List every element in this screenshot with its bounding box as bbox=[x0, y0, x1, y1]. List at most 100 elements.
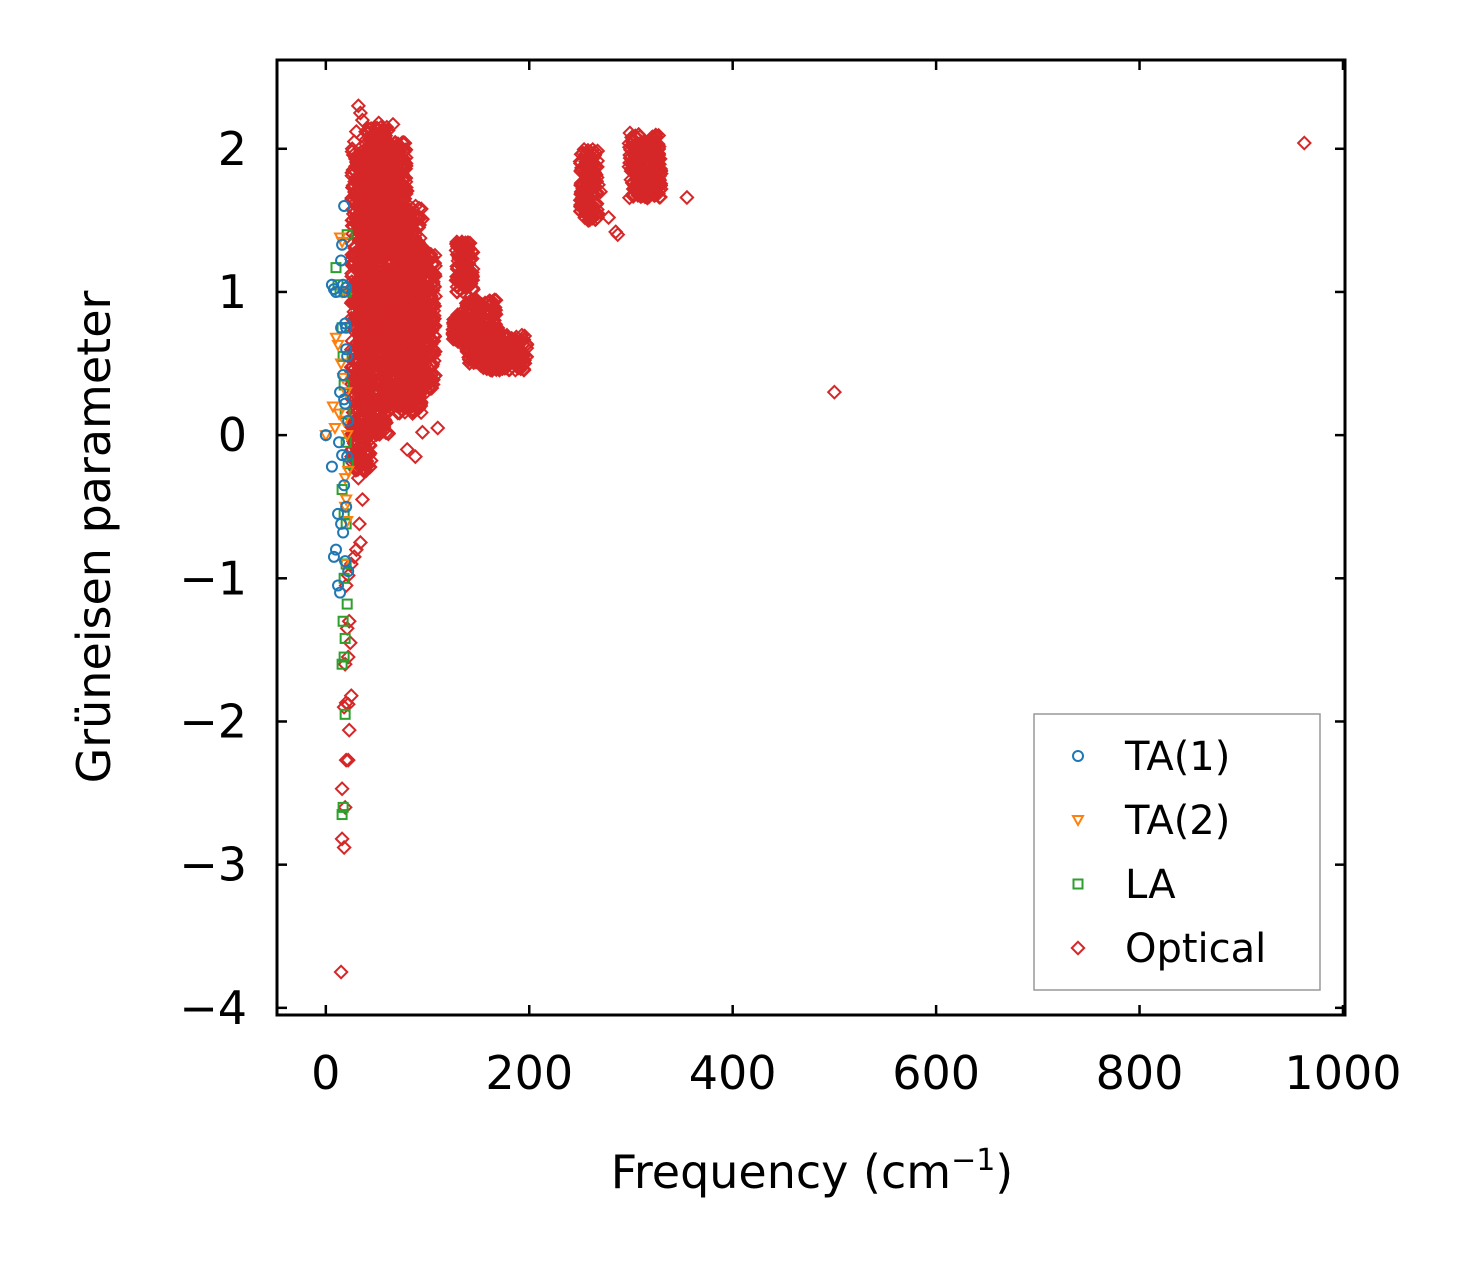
optical-cluster-point bbox=[359, 199, 375, 215]
optical-cluster-point bbox=[391, 338, 408, 355]
optical-cluster-point bbox=[402, 347, 418, 363]
optical-cluster-point bbox=[378, 302, 394, 318]
ticks-layer: 0 200 400 600 800 1000 −4 −3 −2 −1 0 1 2 bbox=[179, 60, 1402, 1100]
data-point-optical bbox=[337, 799, 353, 816]
data-point-optical bbox=[340, 752, 356, 768]
optical-cluster-point bbox=[358, 306, 374, 322]
data-point-ta1 bbox=[334, 586, 347, 599]
optical-cluster-point bbox=[448, 236, 465, 252]
data-point-ta2 bbox=[331, 339, 345, 352]
data-point-ta1 bbox=[338, 479, 351, 492]
data-point-optical bbox=[826, 384, 843, 400]
optical-cluster-point bbox=[411, 318, 427, 334]
data-point-optical bbox=[334, 831, 350, 847]
optical-cluster-point bbox=[379, 222, 396, 239]
optical-cluster-point bbox=[377, 153, 393, 169]
optical-cluster-point bbox=[581, 203, 597, 219]
optical-cluster-point bbox=[498, 329, 514, 345]
data-point-ta2 bbox=[326, 401, 340, 414]
optical-cluster-point bbox=[343, 360, 360, 376]
optical-cluster-point bbox=[400, 229, 416, 245]
optical-cluster-point bbox=[510, 358, 526, 374]
optical-cluster-point bbox=[374, 316, 391, 332]
optical-cluster-point bbox=[426, 327, 442, 343]
optical-cluster-point bbox=[652, 178, 669, 194]
x-tick-label: 1000 bbox=[1284, 1046, 1401, 1100]
data-point-optical bbox=[414, 424, 431, 440]
legend-marker bbox=[1072, 750, 1084, 762]
x-tick-label: 400 bbox=[689, 1046, 777, 1100]
optical-cluster-point bbox=[653, 176, 669, 192]
data-point-ta1 bbox=[342, 414, 355, 427]
optical-cluster-point bbox=[398, 210, 415, 226]
data-point-ta1 bbox=[342, 565, 355, 578]
optical-cluster-point bbox=[362, 438, 378, 454]
data-point-optical bbox=[580, 212, 596, 228]
optical-cluster-point bbox=[414, 255, 430, 271]
y-tick-label: −2 bbox=[179, 694, 247, 748]
optical-cluster-point bbox=[380, 149, 396, 165]
x-tick-label: 0 bbox=[311, 1046, 340, 1100]
optical-cluster-point bbox=[363, 220, 379, 237]
optical-cluster-point bbox=[362, 275, 378, 291]
optical-cluster-point bbox=[413, 404, 429, 421]
optical-cluster-point bbox=[397, 135, 413, 151]
data-point-la bbox=[337, 350, 349, 362]
data-point-optical bbox=[352, 105, 369, 121]
data-point-la bbox=[339, 708, 351, 720]
optical-cluster-point bbox=[344, 212, 360, 228]
optical-cluster-point bbox=[573, 183, 589, 200]
data-point-la bbox=[336, 809, 348, 821]
optical-cluster-point bbox=[375, 414, 392, 430]
optical-cluster-point bbox=[377, 168, 393, 185]
optical-cluster-point bbox=[377, 414, 394, 430]
optical-cluster-point bbox=[499, 348, 515, 364]
data-point-optical bbox=[352, 534, 369, 551]
data-point-optical bbox=[577, 198, 593, 214]
data-point-ta1 bbox=[336, 449, 349, 462]
optical-cluster-point bbox=[399, 183, 415, 199]
data-point-optical bbox=[592, 184, 609, 200]
optical-cluster-point bbox=[642, 141, 658, 157]
x-axis-label-superscript: −1 bbox=[951, 1143, 995, 1178]
optical-cluster-point bbox=[462, 343, 478, 359]
optical-cluster-point bbox=[461, 235, 477, 252]
optical-cluster-point bbox=[651, 147, 667, 163]
optical-cluster-point bbox=[406, 253, 422, 269]
y-tick-label: 1 bbox=[218, 265, 247, 319]
optical-cluster-point bbox=[363, 359, 379, 376]
data-point-la bbox=[342, 458, 354, 470]
data-point-optical bbox=[385, 116, 401, 133]
data-point-optical bbox=[343, 688, 359, 704]
data-point-ta1 bbox=[319, 429, 332, 442]
optical-cluster-point bbox=[376, 353, 392, 369]
x-tick-label: 200 bbox=[485, 1046, 573, 1100]
y-tick-label: −3 bbox=[179, 838, 247, 892]
data-point-ta2 bbox=[338, 473, 352, 486]
data-point-ta1 bbox=[329, 285, 342, 298]
data-point-ta1 bbox=[332, 579, 345, 592]
optical-cluster-point bbox=[404, 263, 421, 280]
data-point-ta1 bbox=[341, 350, 354, 363]
optical-cluster-point bbox=[577, 166, 593, 182]
data-point-ta2 bbox=[336, 372, 350, 385]
optical-cluster-point bbox=[362, 319, 379, 336]
optical-cluster-point bbox=[492, 357, 509, 374]
optical-cluster-point bbox=[345, 433, 362, 449]
data-point-optical bbox=[336, 699, 352, 715]
y-tick-label: −1 bbox=[179, 551, 247, 605]
data-point-optical bbox=[348, 148, 364, 164]
legend-label: LA bbox=[1125, 862, 1176, 908]
plot-area bbox=[319, 98, 1312, 980]
optical-cluster-point bbox=[423, 312, 439, 328]
optical-cluster-point bbox=[473, 306, 490, 323]
data-point-ta1 bbox=[335, 254, 348, 267]
optical-cluster-point bbox=[357, 162, 373, 178]
optical-cluster-point bbox=[454, 249, 471, 265]
optical-cluster-point bbox=[415, 243, 432, 259]
optical-cluster-point bbox=[391, 306, 407, 322]
optical-cluster-point bbox=[405, 296, 422, 312]
optical-cluster-point bbox=[652, 172, 668, 188]
optical-cluster-point bbox=[457, 272, 473, 288]
